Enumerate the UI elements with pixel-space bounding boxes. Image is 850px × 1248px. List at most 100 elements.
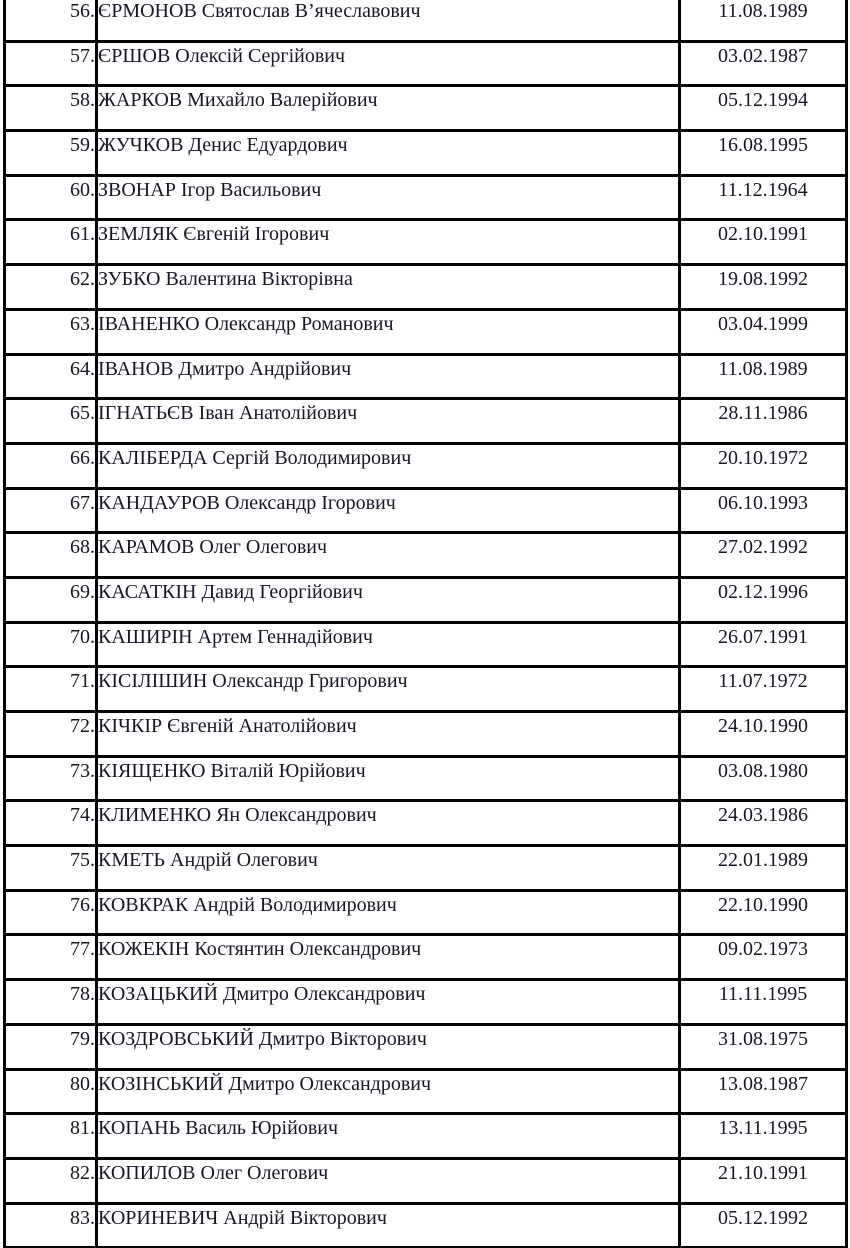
- name-cell: КОПАНЬ Василь Юрійович: [95, 1112, 681, 1160]
- name-cell: ЖАРКОВ Михайло Валерійович: [95, 84, 681, 133]
- table-row: 65. ІГНАТЬЄВ Іван Анатолійович 28.11.198…: [3, 397, 848, 445]
- name-cell: ЄРМОНОВ Святослав В’ячеславович: [95, 0, 681, 43]
- table-row: 61. ЗЕМЛЯК Євгеній Ігорович 02.10.1991: [3, 218, 848, 267]
- name-cell: ЖУЧКОВ Денис Едуардович: [95, 129, 681, 177]
- birth-date-cell: 09.02.1973: [678, 933, 848, 982]
- name-cell: КАСАТКІН Давид Георгійович: [95, 575, 681, 624]
- table-row: 71. КІСІЛІШИН Олександр Григорович 11.07…: [3, 665, 848, 713]
- row-number-cell: 72.: [3, 710, 98, 758]
- name-cell: КОВКРАК Андрій Володимирович: [95, 888, 681, 937]
- birth-date-cell: 22.01.1989: [678, 844, 848, 892]
- row-number-cell: 68.: [3, 531, 98, 579]
- name-cell: КОЖЕКІН Костянтин Олександрович: [95, 933, 681, 982]
- row-number-cell: 80.: [3, 1067, 98, 1116]
- birth-date-cell: 19.08.1992: [678, 263, 848, 311]
- row-number-cell: 66.: [3, 441, 98, 490]
- birth-date-cell: 11.11.1995: [678, 978, 848, 1026]
- table-row: 80. КОЗІНСЬКИЙ Дмитро Олександрович 13.0…: [3, 1067, 848, 1116]
- table-row: 75. КМЕТЬ Андрій Олегович 22.01.1989: [3, 844, 848, 892]
- name-cell: КМЕТЬ Андрій Олегович: [95, 844, 681, 892]
- row-number-cell: 83.: [3, 1201, 98, 1248]
- row-number-cell: 70.: [3, 620, 98, 669]
- table-row: 74. КЛИМЕНКО Ян Олександрович 24.03.1986: [3, 799, 848, 848]
- table-row: 62. ЗУБКО Валентина Вікторівна 19.08.199…: [3, 263, 848, 311]
- table-row: 58. ЖАРКОВ Михайло Валерійович 05.12.199…: [3, 84, 848, 133]
- name-cell: ЗВОНАР Ігор Васильович: [95, 173, 681, 222]
- name-cell: КІСІЛІШИН Олександр Григорович: [95, 665, 681, 713]
- row-number-cell: 78.: [3, 978, 98, 1026]
- birth-date-cell: 27.02.1992: [678, 531, 848, 579]
- name-cell: КОЗДРОВСЬКИЙ Дмитро Вікторович: [95, 1022, 681, 1071]
- table-row: 60. ЗВОНАР Ігор Васильович 11.12.1964: [3, 173, 848, 222]
- name-cell: КЛИМЕНКО Ян Олександрович: [95, 799, 681, 848]
- birth-date-cell: 26.07.1991: [678, 620, 848, 669]
- name-cell: ЄРШОВ Олексій Сергійович: [95, 39, 681, 88]
- row-number-cell: 71.: [3, 665, 98, 713]
- row-number-cell: 73.: [3, 754, 98, 803]
- name-cell: КОРИНЕВИЧ Андрій Вікторович: [95, 1201, 681, 1248]
- row-number-cell: 74.: [3, 799, 98, 848]
- row-number-cell: 62.: [3, 263, 98, 311]
- birth-date-cell: 05.12.1992: [678, 1201, 848, 1248]
- birth-date-cell: 05.12.1994: [678, 84, 848, 133]
- row-number-cell: 75.: [3, 844, 98, 892]
- name-cell: ЗЕМЛЯК Євгеній Ігорович: [95, 218, 681, 267]
- row-number-cell: 79.: [3, 1022, 98, 1071]
- name-cell: КОЗІНСЬКИЙ Дмитро Олександрович: [95, 1067, 681, 1116]
- table-row: 69. КАСАТКІН Давид Георгійович 02.12.199…: [3, 575, 848, 624]
- row-number-cell: 69.: [3, 575, 98, 624]
- table-row: 70. КАШИРІН Артем Геннадійович 26.07.199…: [3, 620, 848, 669]
- birth-date-cell: 13.08.1987: [678, 1067, 848, 1116]
- birth-date-cell: 20.10.1972: [678, 441, 848, 490]
- name-cell: ІГНАТЬЄВ Іван Анатолійович: [95, 397, 681, 445]
- table-row: 78. КОЗАЦЬКИЙ Дмитро Олександрович 11.11…: [3, 978, 848, 1026]
- name-cell: ЗУБКО Валентина Вікторівна: [95, 263, 681, 311]
- birth-date-cell: 21.10.1991: [678, 1156, 848, 1205]
- row-number-cell: 81.: [3, 1112, 98, 1160]
- birth-date-cell: 11.07.1972: [678, 665, 848, 713]
- table-row: 67. КАНДАУРОВ Олександр Ігорович 06.10.1…: [3, 486, 848, 535]
- table-row: 82. КОПИЛОВ Олег Олегович 21.10.1991: [3, 1156, 848, 1205]
- birth-date-cell: 11.08.1989: [678, 352, 848, 401]
- row-number-cell: 56.: [3, 0, 98, 43]
- table-row: 66. КАЛІБЕРДА Сергій Володимирович 20.10…: [3, 441, 848, 490]
- table-row: 73. КІЯЩЕНКО Віталій Юрійович 03.08.1980: [3, 754, 848, 803]
- birth-date-cell: 03.02.1987: [678, 39, 848, 88]
- table-row: 76. КОВКРАК Андрій Володимирович 22.10.1…: [3, 888, 848, 937]
- birth-date-cell: 24.10.1990: [678, 710, 848, 758]
- table-row: 64. ІВАНОВ Дмитро Андрійович 11.08.1989: [3, 352, 848, 401]
- name-cell: КОПИЛОВ Олег Олегович: [95, 1156, 681, 1205]
- birth-date-cell: 28.11.1986: [678, 397, 848, 445]
- personnel-table: 56. ЄРМОНОВ Святослав В’ячеславович 11.0…: [3, 0, 848, 1248]
- name-cell: КІЧКІР Євгеній Анатолійович: [95, 710, 681, 758]
- birth-date-cell: 06.10.1993: [678, 486, 848, 535]
- birth-date-cell: 11.12.1964: [678, 173, 848, 222]
- row-number-cell: 58.: [3, 84, 98, 133]
- name-cell: КАНДАУРОВ Олександр Ігорович: [95, 486, 681, 535]
- birth-date-cell: 22.10.1990: [678, 888, 848, 937]
- row-number-cell: 60.: [3, 173, 98, 222]
- name-cell: КАРАМОВ Олег Олегович: [95, 531, 681, 579]
- table-row: 79. КОЗДРОВСЬКИЙ Дмитро Вікторович 31.08…: [3, 1022, 848, 1071]
- table-row: 83. КОРИНЕВИЧ Андрій Вікторович 05.12.19…: [3, 1201, 848, 1248]
- row-number-cell: 61.: [3, 218, 98, 267]
- table-row: 72. КІЧКІР Євгеній Анатолійович 24.10.19…: [3, 710, 848, 758]
- name-cell: ІВАНОВ Дмитро Андрійович: [95, 352, 681, 401]
- row-number-cell: 65.: [3, 397, 98, 445]
- row-number-cell: 82.: [3, 1156, 98, 1205]
- birth-date-cell: 24.03.1986: [678, 799, 848, 848]
- birth-date-cell: 11.08.1989: [678, 0, 848, 43]
- birth-date-cell: 03.08.1980: [678, 754, 848, 803]
- table-row: 81. КОПАНЬ Василь Юрійович 13.11.1995: [3, 1112, 848, 1160]
- birth-date-cell: 31.08.1975: [678, 1022, 848, 1071]
- birth-date-cell: 03.04.1999: [678, 307, 848, 356]
- name-cell: КОЗАЦЬКИЙ Дмитро Олександрович: [95, 978, 681, 1026]
- row-number-cell: 59.: [3, 129, 98, 177]
- name-cell: КАШИРІН Артем Геннадійович: [95, 620, 681, 669]
- table-row: 77. КОЖЕКІН Костянтин Олександрович 09.0…: [3, 933, 848, 982]
- table-row: 57. ЄРШОВ Олексій Сергійович 03.02.1987: [3, 39, 848, 88]
- row-number-cell: 67.: [3, 486, 98, 535]
- row-number-cell: 76.: [3, 888, 98, 937]
- table-row: 56. ЄРМОНОВ Святослав В’ячеславович 11.0…: [3, 0, 848, 43]
